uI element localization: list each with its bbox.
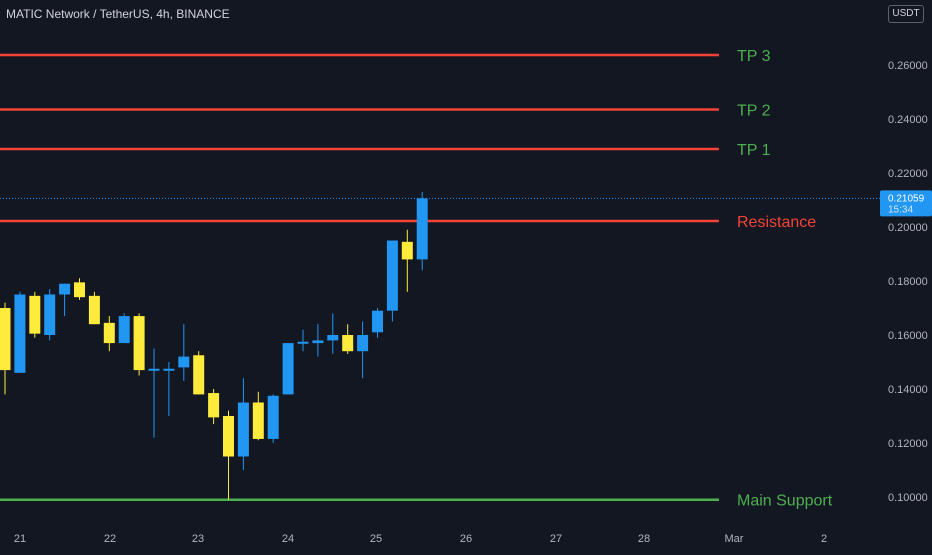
candle-body <box>267 395 279 439</box>
level-label-tp-1: TP 1 <box>737 142 771 159</box>
candle-body <box>252 402 264 439</box>
candle <box>357 321 369 379</box>
candle-body <box>386 240 398 311</box>
candle-body <box>327 335 339 341</box>
candle-body <box>118 316 130 344</box>
x-tick-label: 28 <box>638 533 650 545</box>
last-price-countdown: 15:34 <box>888 204 913 215</box>
y-tick-label: 0.18000 <box>888 276 928 288</box>
candle <box>312 324 324 357</box>
candle-body <box>44 294 56 335</box>
candle <box>178 324 190 381</box>
candle <box>252 391 264 441</box>
x-tick-label: 22 <box>104 533 116 545</box>
last-price-tag <box>880 190 932 217</box>
x-tick-label: 23 <box>192 533 204 545</box>
candle <box>59 283 71 317</box>
candle <box>133 313 145 376</box>
x-tick-label: 26 <box>460 533 472 545</box>
candle-body <box>29 295 41 334</box>
candle-body <box>223 416 234 457</box>
candle-body <box>0 308 11 371</box>
y-tick-label: 0.20000 <box>888 222 928 234</box>
candle <box>148 348 160 438</box>
candle-body <box>133 316 145 371</box>
candle-body <box>401 241 413 260</box>
candle-body <box>312 340 324 344</box>
x-tick-label: 24 <box>282 533 294 545</box>
candle-body <box>163 368 175 371</box>
candle <box>237 378 249 470</box>
currency-button[interactable]: USDT <box>888 5 924 23</box>
level-label-tp-3: TP 3 <box>737 48 771 65</box>
candle <box>14 291 26 373</box>
candle <box>0 302 11 395</box>
candle <box>223 410 234 500</box>
candle <box>103 316 115 352</box>
candle <box>386 240 398 322</box>
candle-body <box>208 393 220 418</box>
candle-body <box>178 356 190 368</box>
candle-body <box>342 335 354 352</box>
candle <box>342 324 354 354</box>
candle <box>29 291 41 338</box>
candle-body <box>148 368 160 371</box>
x-tick-label: 21 <box>14 533 26 545</box>
level-label-tp-2: TP 2 <box>737 103 771 120</box>
candle <box>416 191 428 271</box>
y-tick-label: 0.26000 <box>888 60 928 72</box>
candle-body <box>88 295 100 325</box>
level-label-main-support: Main Support <box>737 493 833 510</box>
candle <box>327 313 339 354</box>
y-tick-label: 0.12000 <box>888 438 928 450</box>
candle-body <box>372 310 383 333</box>
candle <box>88 291 100 325</box>
candle <box>208 389 220 425</box>
candle-body <box>193 355 205 395</box>
x-tick-label: 27 <box>550 533 562 545</box>
candle-body <box>282 343 294 395</box>
candle <box>163 362 175 416</box>
candle-body <box>59 283 71 295</box>
candle <box>282 343 294 395</box>
candle-body <box>357 335 369 352</box>
candle <box>118 313 130 344</box>
y-tick-label: 0.14000 <box>888 384 928 396</box>
candle <box>267 394 279 443</box>
candle-body <box>416 198 428 260</box>
x-tick-label: 25 <box>370 533 382 545</box>
candle-body <box>14 294 26 373</box>
x-tick-label: Mar <box>725 533 744 545</box>
candle-body <box>103 322 115 344</box>
candle <box>372 308 383 338</box>
chart-title: MATIC Network / TetherUS, 4h, BINANCE <box>6 7 230 21</box>
candle <box>74 278 85 300</box>
candle <box>401 229 413 292</box>
candle-body <box>237 402 249 457</box>
candle <box>297 329 309 352</box>
y-tick-label: 0.16000 <box>888 330 928 342</box>
candle-body <box>297 341 309 344</box>
y-tick-label: 0.22000 <box>888 168 928 180</box>
y-tick-label: 0.10000 <box>888 492 928 504</box>
last-price-value: 0.21059 <box>888 193 925 204</box>
candle <box>193 351 205 395</box>
x-tick-label: 2 <box>821 533 827 545</box>
candle-body <box>74 282 85 298</box>
y-tick-label: 0.24000 <box>888 114 928 126</box>
level-label-resistance: Resistance <box>737 214 816 231</box>
candle <box>44 289 56 341</box>
